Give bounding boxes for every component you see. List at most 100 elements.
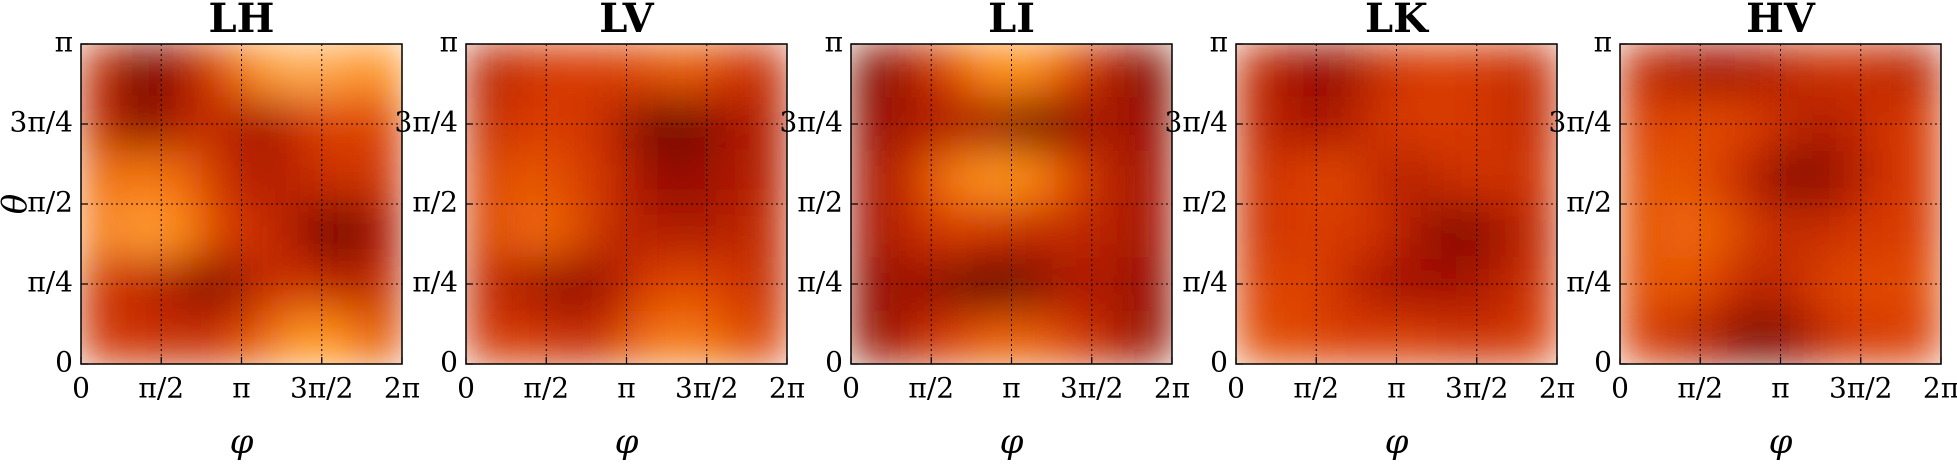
x-tick-label: π <box>1002 372 1020 405</box>
heatmap-cell <box>1236 310 1277 364</box>
x-tick-label: 0 <box>842 372 860 405</box>
heatmap-cell <box>1276 150 1317 205</box>
heatmap-cell <box>1436 150 1478 205</box>
heatmap-cell <box>1476 44 1518 98</box>
x-tick-label: 3π/2 <box>675 372 738 405</box>
heatmap-cell <box>1051 44 1093 98</box>
heatmap-cell <box>706 44 748 98</box>
heatmap-cell <box>1516 310 1557 364</box>
heatmap-cell <box>1436 310 1478 364</box>
y-tick-label: π/4 <box>797 266 843 299</box>
heatmap-cell <box>586 44 627 98</box>
heatmap-cell <box>586 204 627 258</box>
heatmap-cell <box>1436 44 1478 98</box>
heatmap-cell <box>281 204 323 258</box>
heatmap-cell <box>1276 204 1317 258</box>
heatmap-cell <box>1091 204 1133 258</box>
x-tick-label: 3π/2 <box>1445 372 1508 405</box>
heatmap-cell <box>706 310 748 364</box>
heatmap-cell <box>81 204 122 258</box>
y-tick-label: π/2 <box>797 186 843 219</box>
heatmap-cell <box>1900 150 1941 205</box>
x-tick-label: π <box>1771 372 1789 405</box>
heatmap-cell <box>241 150 283 205</box>
heatmap-cell <box>321 204 363 258</box>
y-tick-label: π <box>1594 26 1612 59</box>
heatmap <box>81 44 402 364</box>
heatmap-cell <box>891 310 932 364</box>
x-axis-label: φ <box>1769 422 1793 462</box>
heatmap-cell <box>1620 150 1661 205</box>
y-tick-label: 0 <box>440 346 458 379</box>
heatmap-cell <box>586 150 627 205</box>
y-tick-label: π/2 <box>1182 186 1228 219</box>
heatmap-cell <box>1276 310 1317 364</box>
heatmap-cell <box>1740 150 1781 205</box>
y-tick-label: 0 <box>1210 346 1228 379</box>
heatmap-cell <box>1131 150 1172 205</box>
heatmap-cell <box>1476 150 1518 205</box>
heatmap-cell <box>706 204 748 258</box>
heatmap-cell <box>361 310 402 364</box>
heatmap-cell <box>1740 44 1781 98</box>
heatmap-cell <box>1660 44 1701 98</box>
heatmap-cell <box>321 150 363 205</box>
heatmap-cell <box>466 150 507 205</box>
heatmap-cell <box>1780 44 1822 98</box>
heatmap-cell <box>1820 150 1862 205</box>
heatmap-cell <box>626 44 668 98</box>
heatmap-cell <box>161 204 202 258</box>
heatmap-cell <box>891 44 932 98</box>
heatmap-cell <box>706 150 748 205</box>
heatmap-cell <box>1900 204 1941 258</box>
heatmap-cell <box>546 310 587 364</box>
heatmap-cell <box>1860 150 1902 205</box>
heatmap-cell <box>201 310 242 364</box>
x-tick-label: 3π/2 <box>1060 372 1123 405</box>
y-tick-label: π <box>1210 26 1228 59</box>
y-tick-label: π/2 <box>1566 186 1612 219</box>
heatmap-cell <box>1396 310 1438 364</box>
plot-frame <box>1619 43 1942 365</box>
heatmap-cell <box>1236 204 1277 258</box>
heatmap-cell <box>931 150 972 205</box>
heatmap-cell <box>971 310 1012 364</box>
heatmap-cell <box>746 150 787 205</box>
heatmap-cell <box>851 310 892 364</box>
heatmap-cell <box>546 44 587 98</box>
heatmap-cell <box>746 44 787 98</box>
heatmap-cell <box>466 310 507 364</box>
y-tick-label: π/4 <box>1566 266 1612 299</box>
heatmap-cell <box>466 204 507 258</box>
heatmap-cell <box>851 44 892 98</box>
heatmap-cell <box>1780 204 1822 258</box>
x-tick-label: 0 <box>457 372 475 405</box>
heatmap <box>466 44 787 364</box>
y-tick-label: 0 <box>55 346 73 379</box>
heatmap-cell <box>506 204 547 258</box>
heatmap-cell <box>1396 44 1438 98</box>
x-axis-label: φ <box>230 422 254 462</box>
heatmap-cell <box>161 150 202 205</box>
heatmap-cell <box>1356 44 1397 98</box>
heatmap-cell <box>161 44 202 98</box>
heatmap-cell <box>1356 204 1397 258</box>
heatmap-cell <box>1131 310 1172 364</box>
heatmap-cell <box>1620 310 1661 364</box>
plot-frame <box>850 43 1173 365</box>
heatmap-cell <box>1860 310 1902 364</box>
heatmap-cell <box>241 44 283 98</box>
heatmap-cell <box>201 204 242 258</box>
heatmap-cell <box>1700 310 1741 364</box>
heatmap-cell <box>121 310 162 364</box>
heatmap-cell <box>201 150 242 205</box>
heatmap-cell <box>1011 150 1053 205</box>
heatmap-cell <box>746 204 787 258</box>
heatmap-cell <box>1740 204 1781 258</box>
y-tick-label: π <box>55 26 73 59</box>
heatmap-cell <box>931 204 972 258</box>
heatmap-cell <box>506 310 547 364</box>
heatmap-cell <box>1820 204 1862 258</box>
x-tick-label: 2π <box>1539 372 1575 405</box>
x-tick-label: π/2 <box>1677 372 1723 405</box>
